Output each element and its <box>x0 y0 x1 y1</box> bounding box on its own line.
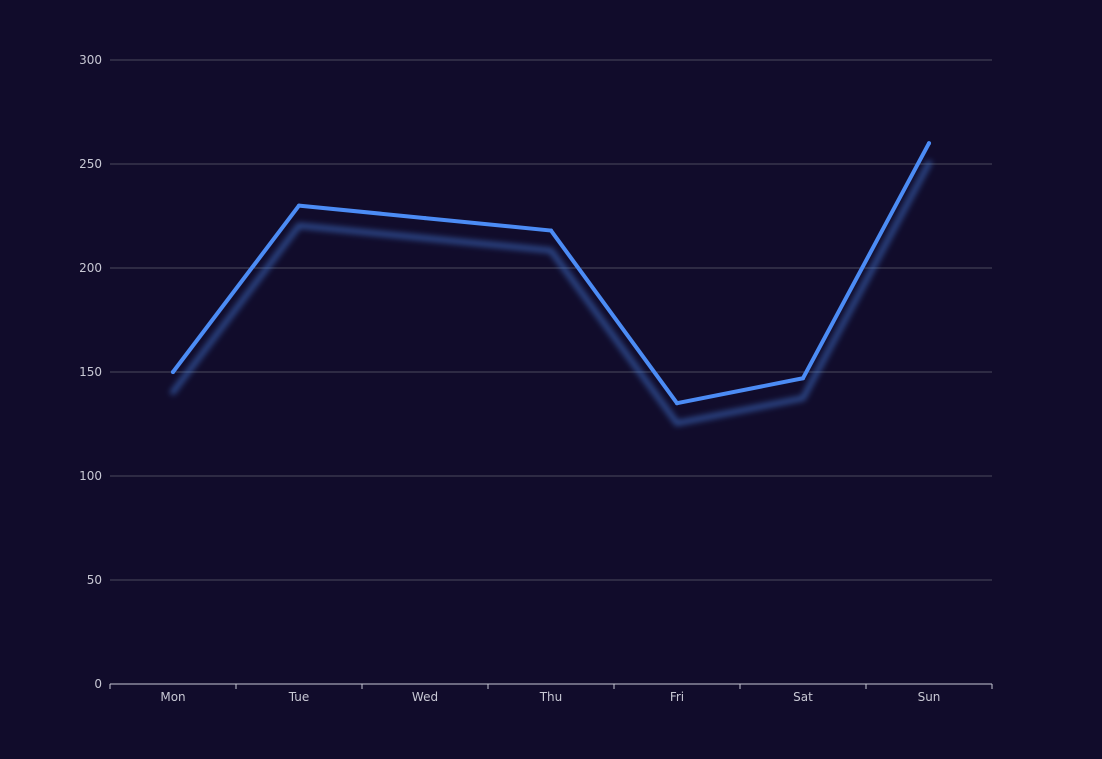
y-tick-label: 50 <box>87 573 102 587</box>
grid-lines <box>110 59 992 581</box>
data-point[interactable] <box>801 376 805 381</box>
y-tick-label: 300 <box>79 53 102 67</box>
x-tick-label: Wed <box>412 690 438 704</box>
data-point[interactable] <box>675 401 679 406</box>
y-tick-label: 0 <box>94 677 102 691</box>
y-axis: 0 50 100 150 200 250 300 <box>79 53 102 691</box>
y-tick-label: 250 <box>79 157 102 171</box>
data-point[interactable] <box>549 228 553 233</box>
y-tick-label: 150 <box>79 365 102 379</box>
series-line-shadow <box>170 160 932 427</box>
x-tick-label: Sun <box>918 690 941 704</box>
x-tick-label: Mon <box>160 690 185 704</box>
y-tick-label: 100 <box>79 469 102 483</box>
x-tick-label: Sat <box>793 690 813 704</box>
x-tick-label: Thu <box>539 690 563 704</box>
data-point[interactable] <box>297 203 301 208</box>
x-tick-label: Tue <box>288 690 310 704</box>
x-axis: Mon Tue Wed Thu Fri Sat Sun <box>109 683 993 704</box>
x-tick-label: Fri <box>670 690 684 704</box>
data-point[interactable] <box>927 141 931 146</box>
y-tick-label: 200 <box>79 261 102 275</box>
series-line <box>171 141 931 406</box>
series-layer <box>170 141 932 427</box>
data-point[interactable] <box>171 370 175 374</box>
data-point[interactable] <box>423 216 427 221</box>
